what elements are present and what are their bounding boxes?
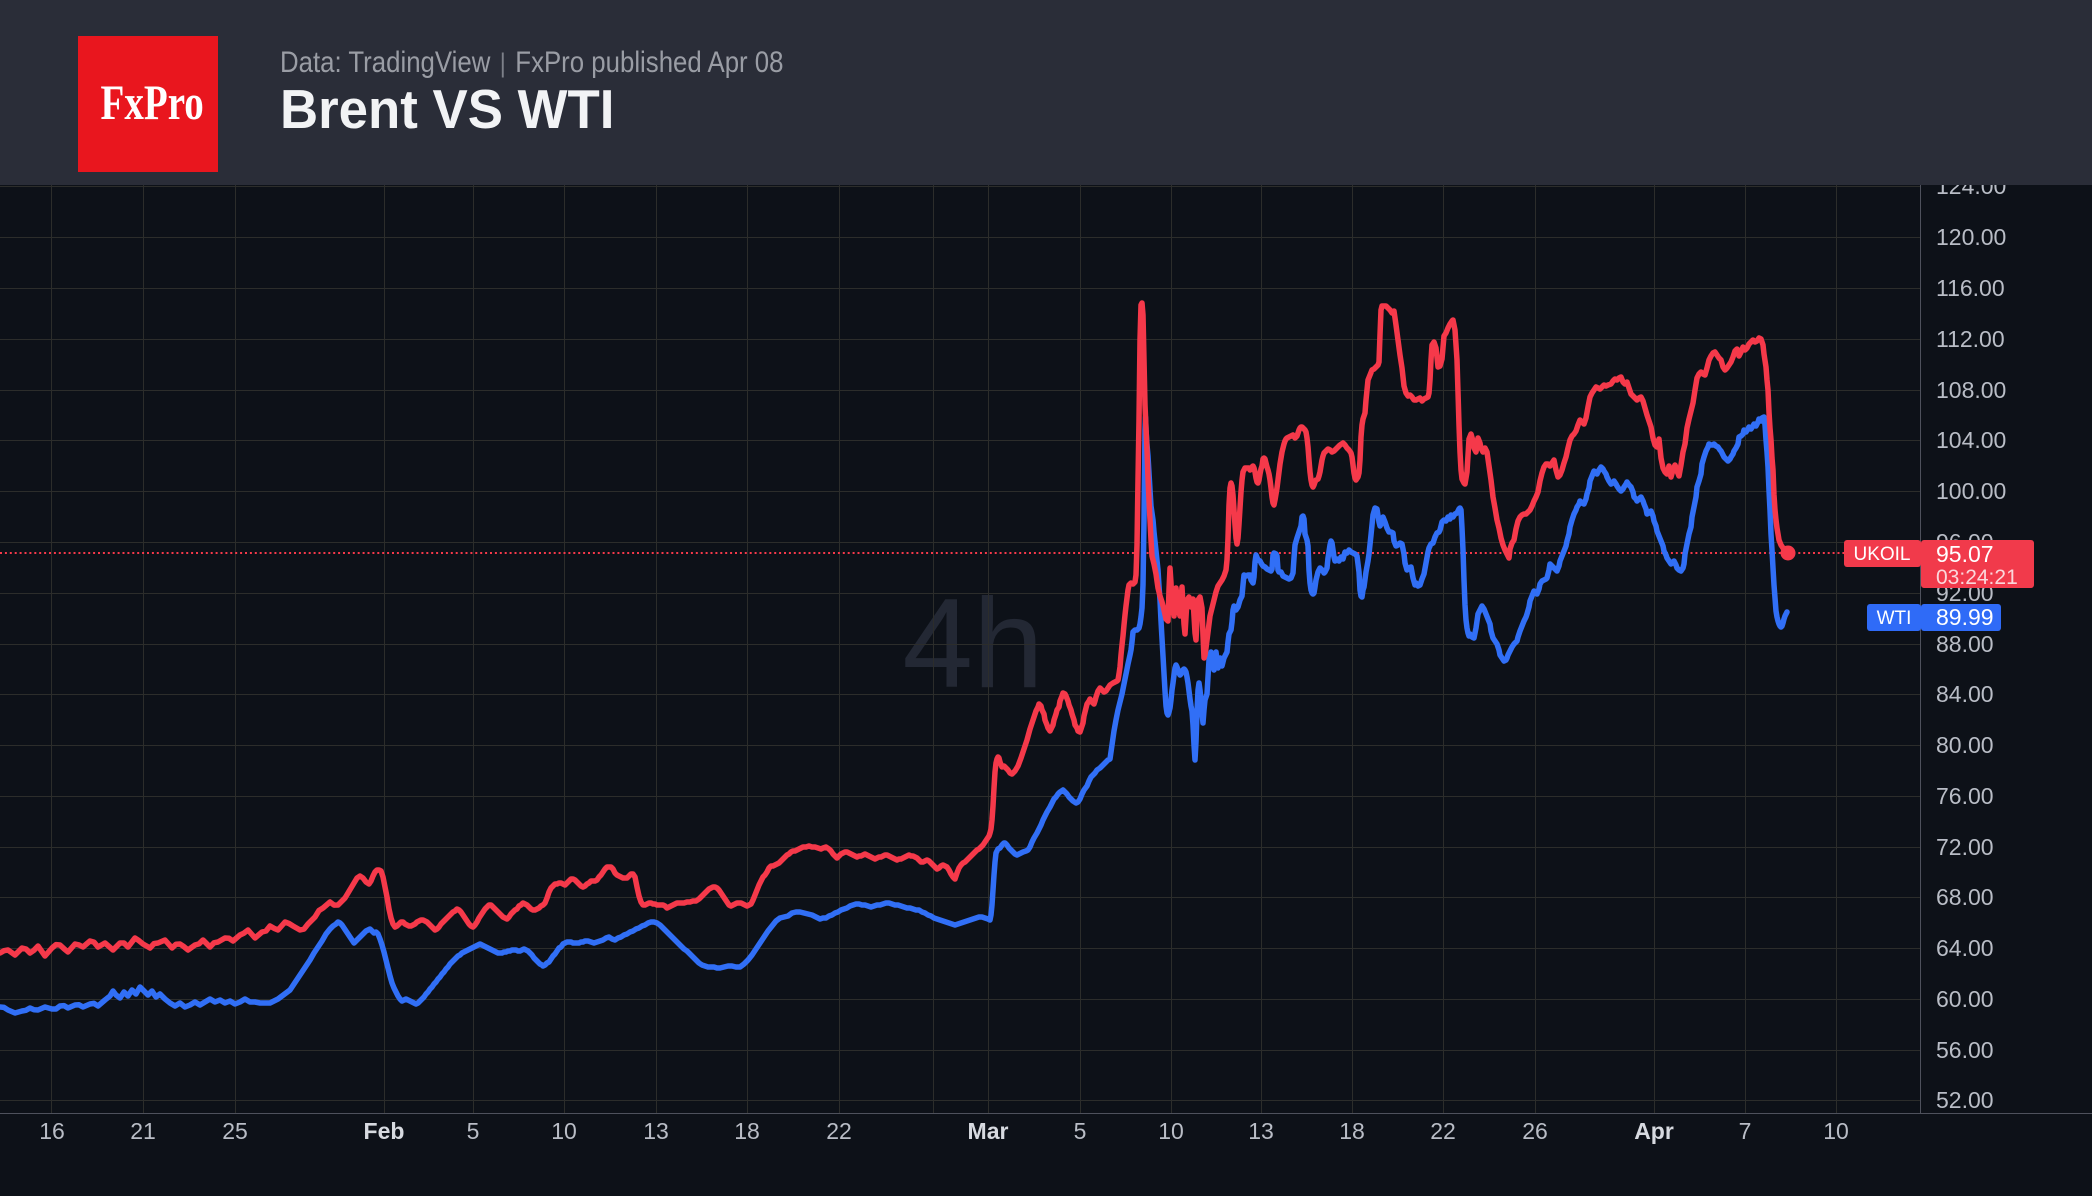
svg-text:18: 18 <box>1339 1118 1365 1144</box>
svg-text:10: 10 <box>1158 1118 1184 1144</box>
svg-text:68.00: 68.00 <box>1936 884 1994 910</box>
svg-text:10: 10 <box>551 1118 577 1144</box>
svg-text:95.07: 95.07 <box>1936 541 1994 567</box>
svg-text:5: 5 <box>1074 1118 1087 1144</box>
svg-text:10: 10 <box>1823 1118 1849 1144</box>
svg-text:Feb: Feb <box>364 1118 405 1144</box>
svg-text:4h: 4h <box>902 572 1043 714</box>
svg-text:112.00: 112.00 <box>1936 326 2005 352</box>
svg-text:108.00: 108.00 <box>1936 377 2006 403</box>
svg-text:52.00: 52.00 <box>1936 1087 1994 1113</box>
svg-text:Mar: Mar <box>968 1118 1009 1144</box>
svg-text:56.00: 56.00 <box>1936 1037 1994 1063</box>
svg-text:100.00: 100.00 <box>1936 478 2006 504</box>
svg-text:116.00: 116.00 <box>1936 275 2005 301</box>
svg-text:60.00: 60.00 <box>1936 986 1994 1012</box>
svg-text:22: 22 <box>826 1118 852 1144</box>
svg-text:26: 26 <box>1522 1118 1548 1144</box>
svg-text:89.99: 89.99 <box>1936 604 1994 630</box>
svg-text:13: 13 <box>643 1118 669 1144</box>
svg-text:72.00: 72.00 <box>1936 834 1994 860</box>
svg-text:13: 13 <box>1248 1118 1274 1144</box>
svg-text:80.00: 80.00 <box>1936 732 1994 758</box>
svg-text:76.00: 76.00 <box>1936 783 1994 809</box>
svg-text:84.00: 84.00 <box>1936 681 1994 707</box>
svg-text:18: 18 <box>734 1118 760 1144</box>
svg-text:Apr: Apr <box>1634 1118 1674 1144</box>
svg-text:21: 21 <box>130 1118 156 1144</box>
svg-text:88.00: 88.00 <box>1936 631 1994 657</box>
svg-text:120.00: 120.00 <box>1936 224 2006 250</box>
svg-text:UKOIL: UKOIL <box>1853 544 1910 565</box>
svg-text:16: 16 <box>39 1118 65 1144</box>
svg-text:7: 7 <box>1739 1118 1752 1144</box>
svg-text:WTI: WTI <box>1877 608 1912 629</box>
svg-text:104.00: 104.00 <box>1936 427 2006 453</box>
svg-text:22: 22 <box>1430 1118 1456 1144</box>
svg-text:5: 5 <box>467 1118 480 1144</box>
svg-text:64.00: 64.00 <box>1936 935 1994 961</box>
svg-text:25: 25 <box>222 1118 248 1144</box>
svg-text:03:24:21: 03:24:21 <box>1936 566 2018 589</box>
